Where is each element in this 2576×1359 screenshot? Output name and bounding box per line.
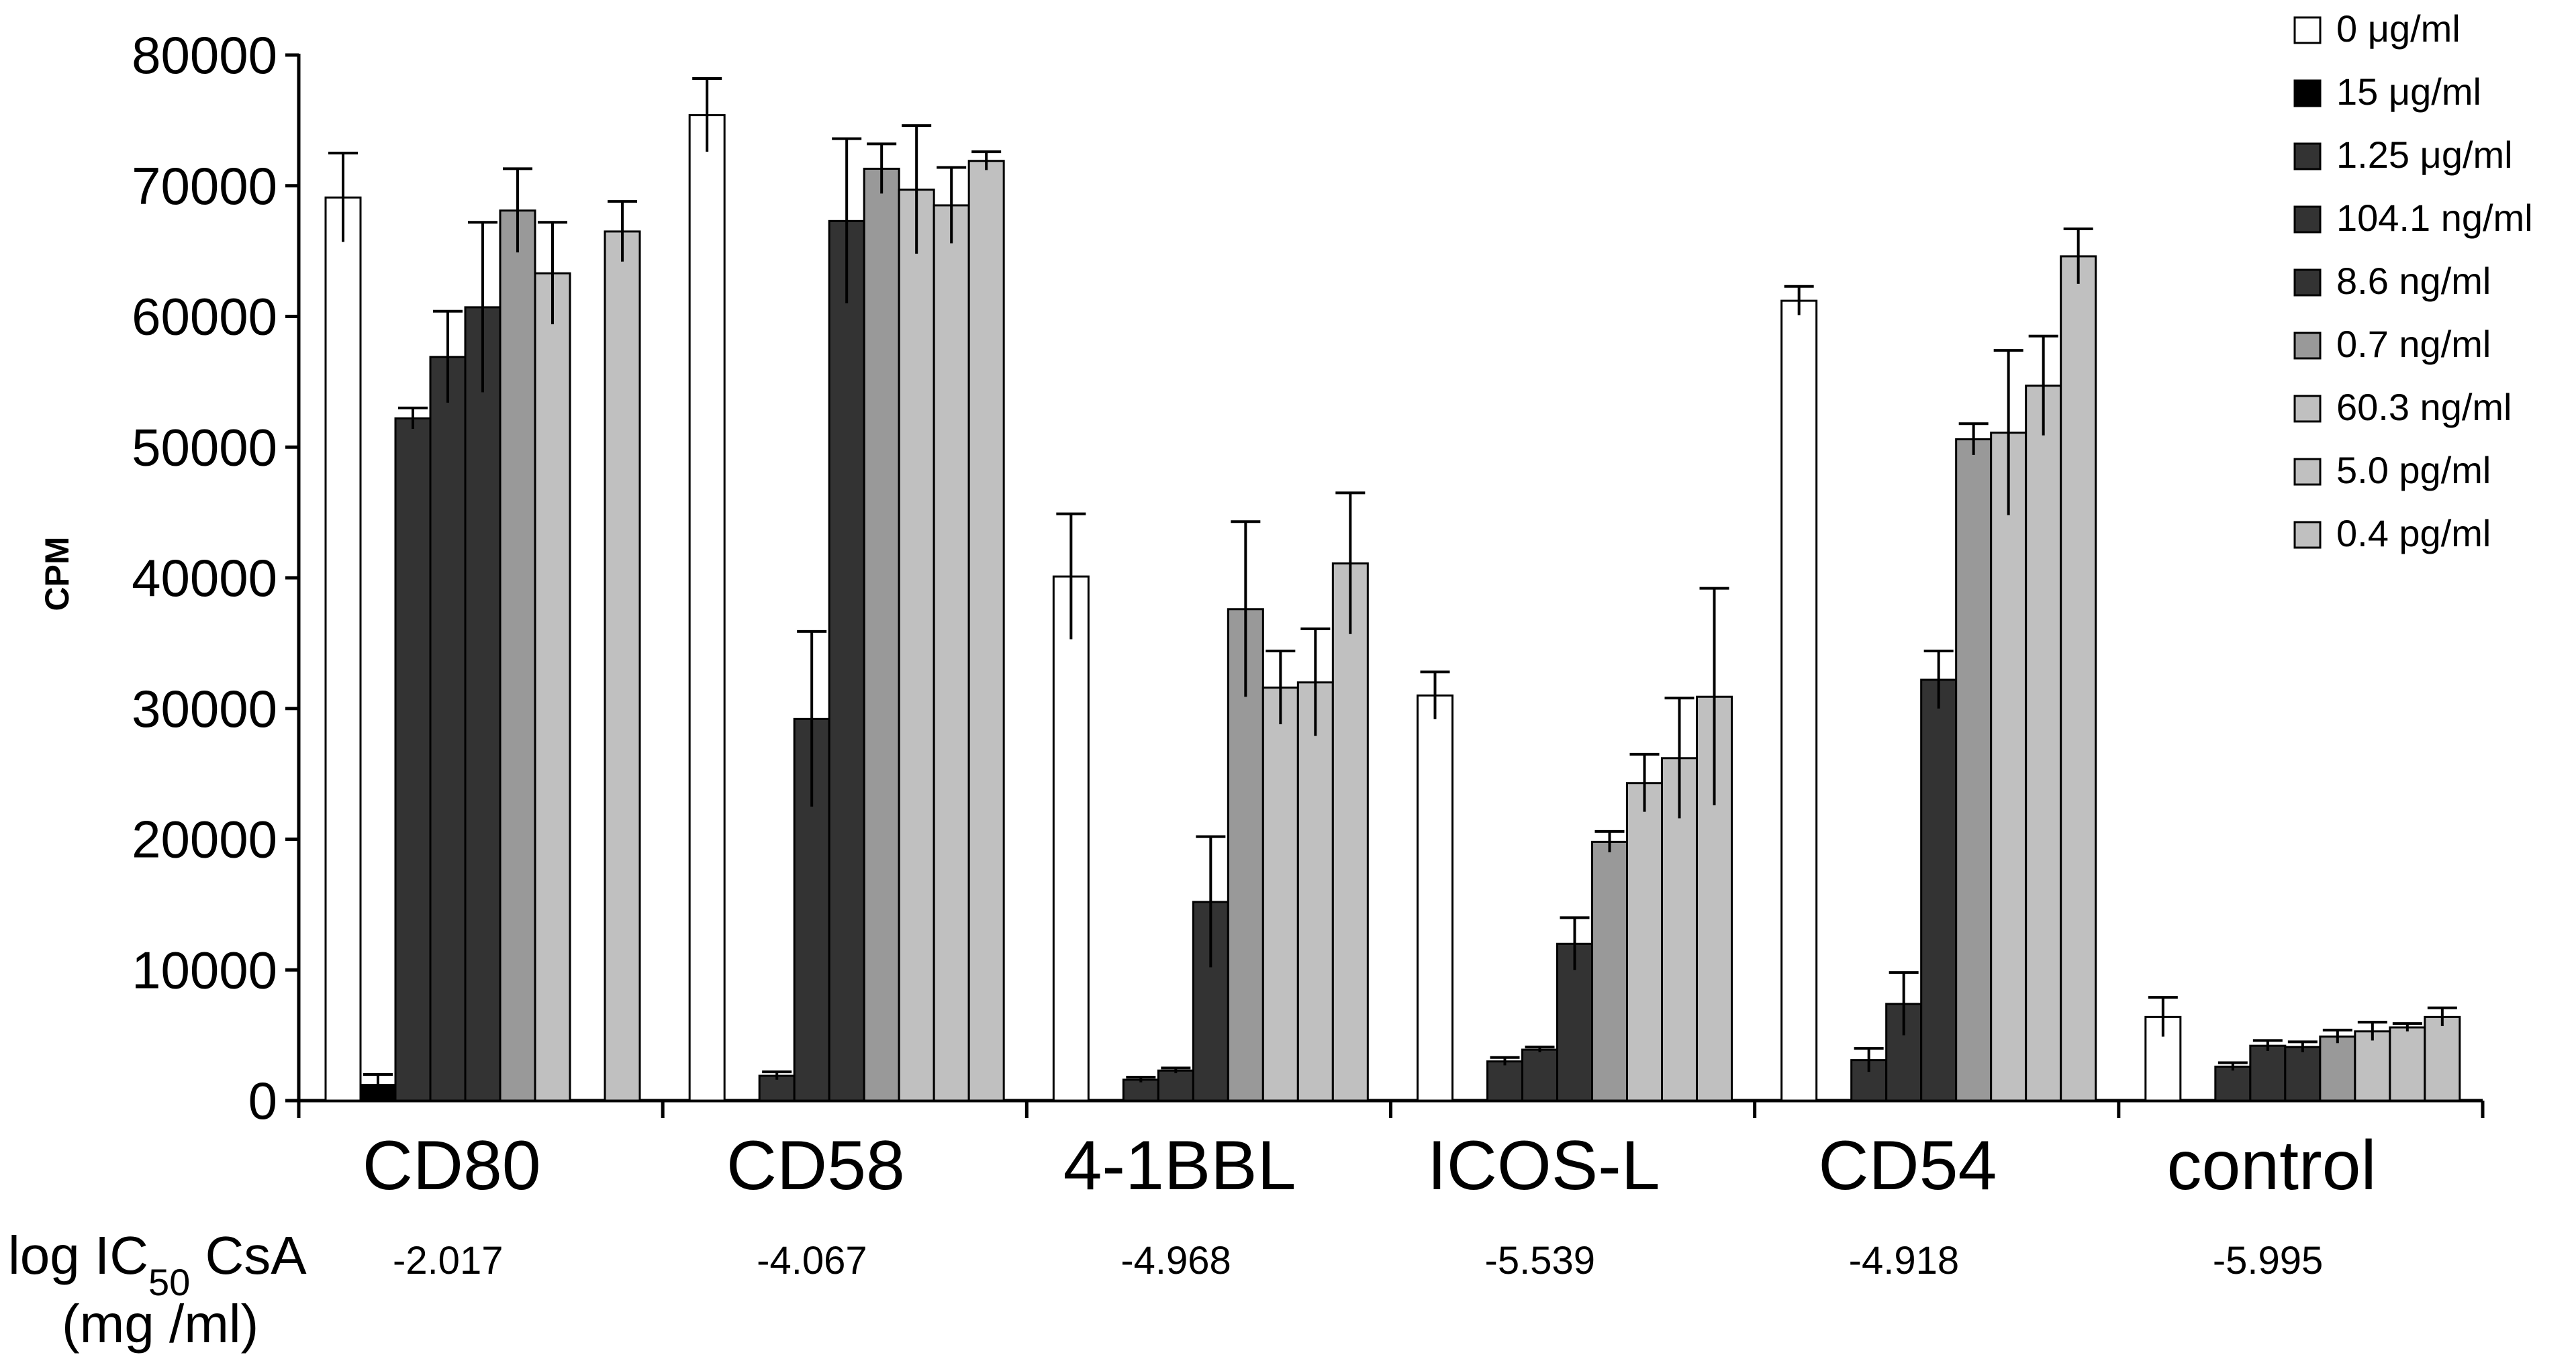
bar (464, 306, 502, 1102)
legend-swatch (2293, 395, 2322, 423)
bar (1331, 562, 1369, 1102)
y-tick-label: 40000 (132, 548, 277, 607)
ic50-row-label: log IC50 CsA (8, 1225, 307, 1303)
legend-swatch (2293, 268, 2322, 297)
ic50-value: -2.017 (393, 1239, 503, 1282)
ic50-value: -4.067 (757, 1239, 867, 1282)
bar (1486, 1060, 1523, 1102)
y-tick-label: 20000 (132, 810, 277, 869)
category-label: ICOS-L (1427, 1127, 1660, 1205)
y-tick-label: 70000 (132, 156, 277, 215)
category-label: control (2166, 1127, 2376, 1205)
legend-label: 1.25 μg/ml (2336, 134, 2513, 176)
bar (1626, 782, 1663, 1102)
bar (863, 167, 900, 1102)
bar (1780, 299, 1818, 1102)
y-tick-label: 50000 (132, 417, 277, 476)
ic50-value: -4.968 (1120, 1239, 1231, 1282)
bar (429, 356, 467, 1102)
bar (933, 204, 970, 1102)
category-label: CD58 (726, 1127, 905, 1205)
bar (1417, 694, 1453, 1102)
bar (2389, 1026, 2426, 1102)
category-label: 4-1BBL (1063, 1127, 1296, 1205)
ic50-value: -4.918 (1849, 1239, 1959, 1282)
legend-swatch (2293, 16, 2322, 44)
bar (898, 189, 935, 1102)
bar (604, 230, 641, 1102)
bar (324, 196, 362, 1102)
y-axis-label: CPM (38, 536, 76, 611)
legend-label: 60.3 ng/ml (2336, 386, 2512, 428)
bar (1591, 840, 1628, 1102)
bar (2319, 1036, 2356, 1102)
bar (534, 272, 571, 1102)
bar (1920, 678, 1958, 1102)
y-tick-label: 80000 (132, 26, 277, 85)
legend-label: 104.1 ng/ml (2336, 197, 2533, 239)
legend: 0 μg/ml 15 μg/ml 1.25 μg/ml 104.1 ng/ml 8.6 … (2293, 7, 2533, 554)
legend-swatch (2293, 142, 2322, 170)
bar (828, 219, 865, 1102)
category-label: CD54 (1818, 1127, 1997, 1205)
ic50-value: -5.539 (1485, 1239, 1595, 1282)
category-label: CD80 (363, 1127, 541, 1205)
bar (1261, 687, 1299, 1102)
y-tick-label: 60000 (132, 287, 277, 346)
legend-label: 8.6 ng/ml (2336, 260, 2491, 302)
bar (967, 160, 1005, 1102)
bar (1052, 575, 1090, 1102)
ic50-label-suffix: CsA (190, 1225, 307, 1285)
legend-swatch (2293, 458, 2322, 486)
legend-label: 0 μg/ml (2336, 7, 2461, 50)
bar (1157, 1069, 1194, 1102)
bar (2424, 1015, 2461, 1102)
legend-swatch (2293, 79, 2322, 107)
ic50-value: -5.995 (2213, 1239, 2323, 1282)
legend-swatch (2293, 205, 2322, 234)
legend-label: 15 μg/ml (2336, 70, 2481, 113)
y-tick-label: 0 (248, 1071, 277, 1130)
bar (2060, 255, 2097, 1102)
legend-label: 0.7 ng/ml (2336, 323, 2491, 365)
legend-swatch (2293, 521, 2322, 549)
bar (2214, 1065, 2252, 1102)
bar (394, 417, 432, 1102)
bar (499, 209, 536, 1102)
bar (1296, 681, 1334, 1102)
bar (2354, 1030, 2391, 1102)
y-tick-label: 10000 (132, 940, 277, 999)
bar (1521, 1048, 1558, 1102)
bar (1990, 432, 2028, 1102)
bar (1122, 1078, 1159, 1102)
bar (1955, 438, 1993, 1102)
bar (688, 114, 726, 1102)
plot-area: 0 10000 20000 30000 40000 50000 60000 70000 8000… (132, 26, 2485, 1282)
y-tick-label: 30000 (132, 679, 277, 738)
ic50-unit-label: (mg /ml) (62, 1294, 258, 1354)
legend-label: 5.0 pg/ml (2336, 449, 2491, 491)
bar (2025, 385, 2062, 1102)
bar (2249, 1044, 2287, 1102)
legend-label: 0.4 pg/ml (2336, 512, 2491, 554)
legend-swatch (2293, 332, 2322, 360)
ic50-label-main: log IC (8, 1225, 148, 1285)
bar (2284, 1046, 2322, 1102)
ic50-label-subscript: 50 (148, 1261, 190, 1303)
